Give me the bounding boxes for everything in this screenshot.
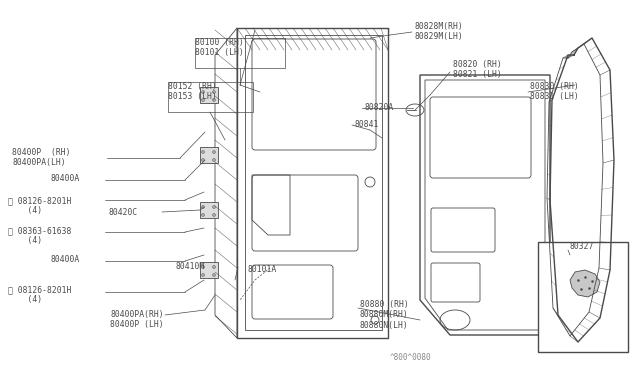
- Bar: [200, 87, 218, 103]
- Polygon shape: [570, 270, 600, 297]
- Circle shape: [212, 266, 216, 269]
- Circle shape: [202, 99, 205, 102]
- Circle shape: [212, 158, 216, 161]
- Bar: [538, 242, 628, 352]
- Text: 80152 (RH)
80153 (LH): 80152 (RH) 80153 (LH): [168, 82, 217, 102]
- Circle shape: [212, 99, 216, 102]
- Text: 80820A: 80820A: [365, 103, 394, 112]
- Text: Ⓢ 08363-61638
    (4): Ⓢ 08363-61638 (4): [8, 226, 72, 246]
- Text: 80400A: 80400A: [50, 255, 79, 264]
- Text: Ⓑ 08126-8201H
    (4): Ⓑ 08126-8201H (4): [8, 196, 72, 215]
- Circle shape: [212, 90, 216, 93]
- Circle shape: [202, 151, 205, 154]
- Text: 80410M: 80410M: [175, 262, 204, 271]
- Bar: [200, 202, 218, 218]
- Circle shape: [212, 214, 216, 217]
- Circle shape: [212, 151, 216, 154]
- Bar: [200, 147, 218, 163]
- Bar: [168, 82, 253, 112]
- Circle shape: [212, 273, 216, 276]
- Text: 80830 (RH)
80831 (LH): 80830 (RH) 80831 (LH): [530, 82, 579, 102]
- Circle shape: [202, 214, 205, 217]
- Text: 80400A: 80400A: [50, 174, 79, 183]
- Text: Ⓢ 08126-8201H
    (4): Ⓢ 08126-8201H (4): [8, 285, 72, 304]
- Text: 80820 (RH)
80821 (LH): 80820 (RH) 80821 (LH): [453, 60, 502, 79]
- Circle shape: [202, 273, 205, 276]
- Circle shape: [202, 158, 205, 161]
- Circle shape: [202, 266, 205, 269]
- Circle shape: [212, 205, 216, 208]
- Text: 80828M(RH)
80829M(LH): 80828M(RH) 80829M(LH): [415, 22, 464, 41]
- Bar: [200, 262, 218, 278]
- Text: 80841: 80841: [355, 120, 380, 129]
- Text: 80880 (RH)
80880M(RH)
80880N(LH): 80880 (RH) 80880M(RH) 80880N(LH): [360, 300, 409, 330]
- Text: 80400PA(RH)
80400P (LH): 80400PA(RH) 80400P (LH): [110, 310, 164, 329]
- Text: 80101A: 80101A: [248, 265, 277, 274]
- Bar: [195, 38, 285, 68]
- Text: ^800^0080: ^800^0080: [390, 353, 431, 362]
- Text: 80327: 80327: [570, 242, 595, 251]
- Text: 80420C: 80420C: [108, 208, 137, 217]
- Circle shape: [202, 205, 205, 208]
- Circle shape: [202, 90, 205, 93]
- Text: 80400P  (RH)
80400PA(LH): 80400P (RH) 80400PA(LH): [12, 148, 70, 167]
- Text: 80100 (RH)
80101 (LH): 80100 (RH) 80101 (LH): [195, 38, 244, 57]
